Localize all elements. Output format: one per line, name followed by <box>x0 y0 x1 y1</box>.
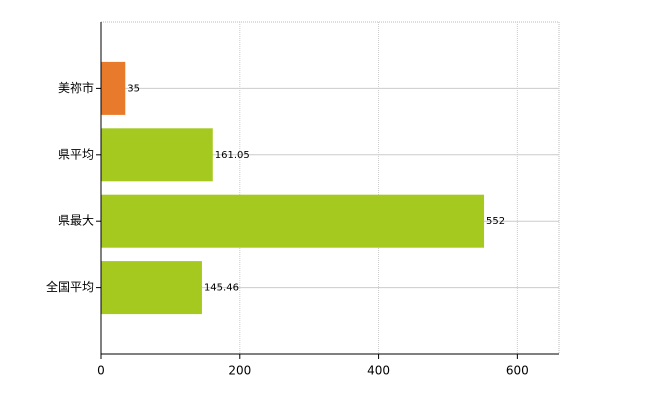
x-tick-label: 600 <box>506 364 529 378</box>
x-tick-label: 400 <box>367 364 390 378</box>
value-label: 145.46 <box>204 283 239 294</box>
y-tick-label: 全国平均 <box>46 279 94 294</box>
x-tick-label: 0 <box>97 364 105 378</box>
value-label: 35 <box>127 83 140 94</box>
bar <box>101 194 485 248</box>
y-tick-label: 県最大 <box>58 214 94 228</box>
value-label: 161.05 <box>215 150 250 161</box>
x-tick-label: 200 <box>228 364 251 378</box>
y-tick-label: 県平均 <box>58 147 94 161</box>
bar <box>101 128 213 182</box>
y-tick-label: 美祢市 <box>58 80 94 95</box>
bar <box>101 261 202 315</box>
bar <box>101 61 126 115</box>
value-label: 552 <box>486 216 505 227</box>
